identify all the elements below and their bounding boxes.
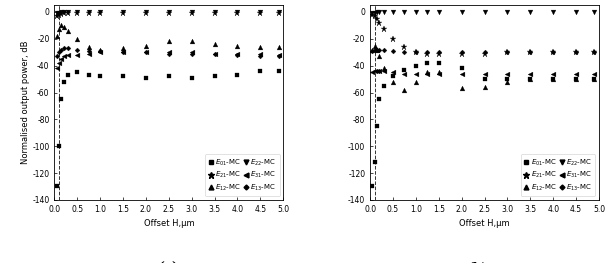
X-axis label: Offset H,μm: Offset H,μm <box>459 219 510 228</box>
Legend: $E_{01}$-MC, $E_{21}$-MC, $E_{12}$-MC, $E_{22}$-MC, $E_{31}$-MC, $E_{13}$-MC: $E_{01}$-MC, $E_{21}$-MC, $E_{12}$-MC, $… <box>205 154 280 196</box>
Text: (a): (a) <box>159 262 179 263</box>
Text: (b)ω: (b)ω <box>468 262 501 263</box>
Y-axis label: Normalised output power, dB: Normalised output power, dB <box>21 41 30 164</box>
X-axis label: Offset H,μm: Offset H,μm <box>143 219 194 228</box>
Legend: $E_{01}$-MC, $E_{21}$-MC, $E_{12}$-MC, $E_{22}$-MC, $E_{31}$-MC, $E_{13}$-MC: $E_{01}$-MC, $E_{21}$-MC, $E_{12}$-MC, $… <box>521 154 595 196</box>
